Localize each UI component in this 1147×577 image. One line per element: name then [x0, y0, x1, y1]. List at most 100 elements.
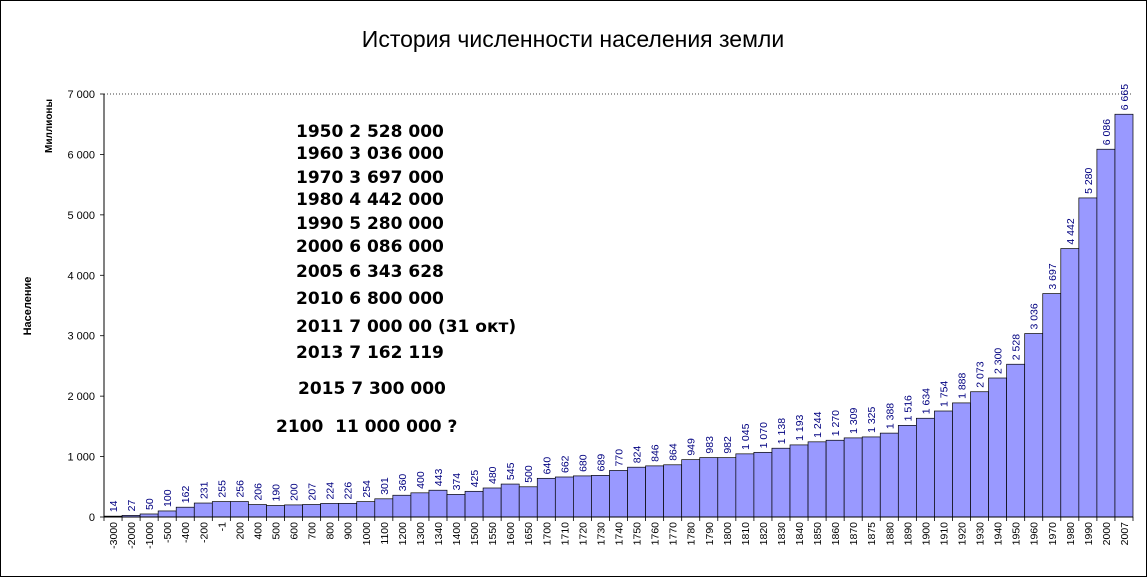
bar — [663, 464, 683, 518]
data-label: 255 — [216, 480, 228, 498]
x-tick-label: -400 — [180, 522, 192, 543]
bar — [338, 502, 358, 518]
annotation-line: 1970 3 697 000 — [296, 168, 444, 188]
data-label: 301 — [379, 477, 391, 495]
y-units-label: Миллионы — [44, 99, 55, 153]
x-tick-label: 1890 — [902, 522, 914, 546]
x-tick-label: 1720 — [577, 522, 589, 546]
data-label: 1 754 — [938, 381, 950, 407]
x-tick-label: 1970 — [1047, 522, 1059, 546]
data-label: 400 — [415, 471, 427, 489]
x-tick-label: 1100 — [379, 522, 391, 545]
bar — [392, 494, 412, 518]
bar — [446, 494, 466, 518]
bar — [230, 501, 249, 518]
bar — [1042, 293, 1062, 518]
data-label: 2 073 — [975, 361, 987, 387]
x-tick-label: 1840 — [794, 522, 806, 546]
bar — [934, 410, 953, 518]
y-tick-labels: 0 1 000 2 000 3 000 4 000 5 000 6 000 7 000 — [67, 89, 95, 524]
x-tick-label: 1550 — [487, 522, 499, 546]
bar — [266, 505, 285, 518]
x-tick-label: 1730 — [595, 522, 607, 546]
x-tick-label: 1000 — [361, 522, 373, 546]
x-tick-label: 700 — [307, 522, 319, 540]
data-label: 3 036 — [1029, 303, 1041, 329]
data-label: 207 — [307, 483, 319, 501]
data-label: 1 193 — [794, 414, 806, 440]
x-tick-label: 900 — [343, 522, 355, 540]
x-tick-label: -1000 — [144, 522, 156, 549]
bar — [554, 476, 574, 518]
x-tick-label: -3000 — [108, 522, 120, 549]
annotation-line: 1990 5 280 000 — [296, 214, 444, 234]
data-label: 1 138 — [776, 418, 788, 444]
chart-title: История численности населения земли — [362, 26, 784, 52]
bar — [302, 504, 321, 518]
data-label: 100 — [162, 489, 174, 507]
bar — [988, 377, 1007, 518]
annotation-line: 1960 3 036 000 — [296, 144, 444, 164]
bars-layer — [103, 113, 1134, 518]
x-tick-label: 1830 — [776, 522, 788, 546]
x-tick-label: 1500 — [469, 522, 481, 546]
data-label: 500 — [523, 465, 535, 483]
x-tick-label: 1910 — [938, 522, 950, 546]
x-tick-label: 2000 — [1101, 522, 1113, 546]
y-tick-label: 4 000 — [67, 270, 95, 282]
data-label: 545 — [505, 462, 517, 480]
bar — [573, 475, 592, 518]
x-tick-label: 200 — [234, 522, 246, 540]
data-label: 949 — [686, 438, 698, 456]
bar — [175, 506, 195, 518]
x-tick-label: 1760 — [650, 522, 662, 546]
x-tick-label: 800 — [325, 522, 337, 540]
bar — [970, 391, 989, 518]
x-tick-labels: -3000 -2000 -1000 -500 -400 -200 -1 200 400 500 60… — [108, 522, 1131, 549]
data-label: 770 — [614, 449, 626, 467]
annotation-line: 2100 11 000 000 ? — [276, 417, 457, 437]
data-label: 1 309 — [848, 407, 860, 433]
bar — [1060, 248, 1080, 518]
bar — [248, 504, 267, 518]
data-label: 443 — [433, 469, 445, 487]
data-label: 1 388 — [884, 403, 896, 429]
bar — [193, 502, 213, 518]
bar — [645, 465, 664, 518]
data-label: 231 — [198, 481, 210, 499]
bar — [753, 451, 773, 518]
data-label: 5 280 — [1083, 168, 1095, 194]
bar — [609, 470, 628, 518]
x-tick-label: 1810 — [740, 522, 752, 546]
x-tick-label: 1950 — [1011, 522, 1023, 546]
data-label: 6 086 — [1101, 119, 1113, 145]
data-label: 864 — [668, 443, 680, 461]
y-tick-label: 3 000 — [67, 331, 95, 343]
data-label: 1 244 — [812, 411, 824, 437]
bar — [771, 447, 791, 518]
x-tick-label: 1700 — [541, 522, 553, 546]
x-tick-label: 400 — [252, 522, 264, 540]
annotation-line: 2010 6 800 000 — [296, 289, 444, 309]
bar — [1006, 363, 1026, 518]
data-label: 480 — [487, 466, 499, 484]
bar — [843, 437, 863, 518]
x-tick-label: 1930 — [975, 522, 987, 546]
bar — [284, 504, 303, 518]
bar — [825, 439, 845, 518]
bar — [699, 457, 719, 518]
bar — [1114, 113, 1134, 518]
bar — [952, 402, 971, 518]
data-label: 162 — [180, 486, 192, 504]
x-tick-label: 2007 — [1119, 522, 1131, 546]
annotation-line: 2005 6 343 628 — [296, 262, 444, 282]
x-tick-label: 1860 — [830, 522, 842, 546]
bar — [518, 486, 538, 518]
bar — [897, 425, 917, 518]
axes-layer — [100, 93, 1134, 521]
x-tick-label: 1770 — [668, 522, 680, 546]
data-label: 4 442 — [1065, 218, 1077, 244]
annotation-line: 2011 7 000 00 (31 окт) — [296, 317, 516, 337]
data-label: 50 — [144, 498, 156, 510]
bar — [1024, 333, 1044, 518]
